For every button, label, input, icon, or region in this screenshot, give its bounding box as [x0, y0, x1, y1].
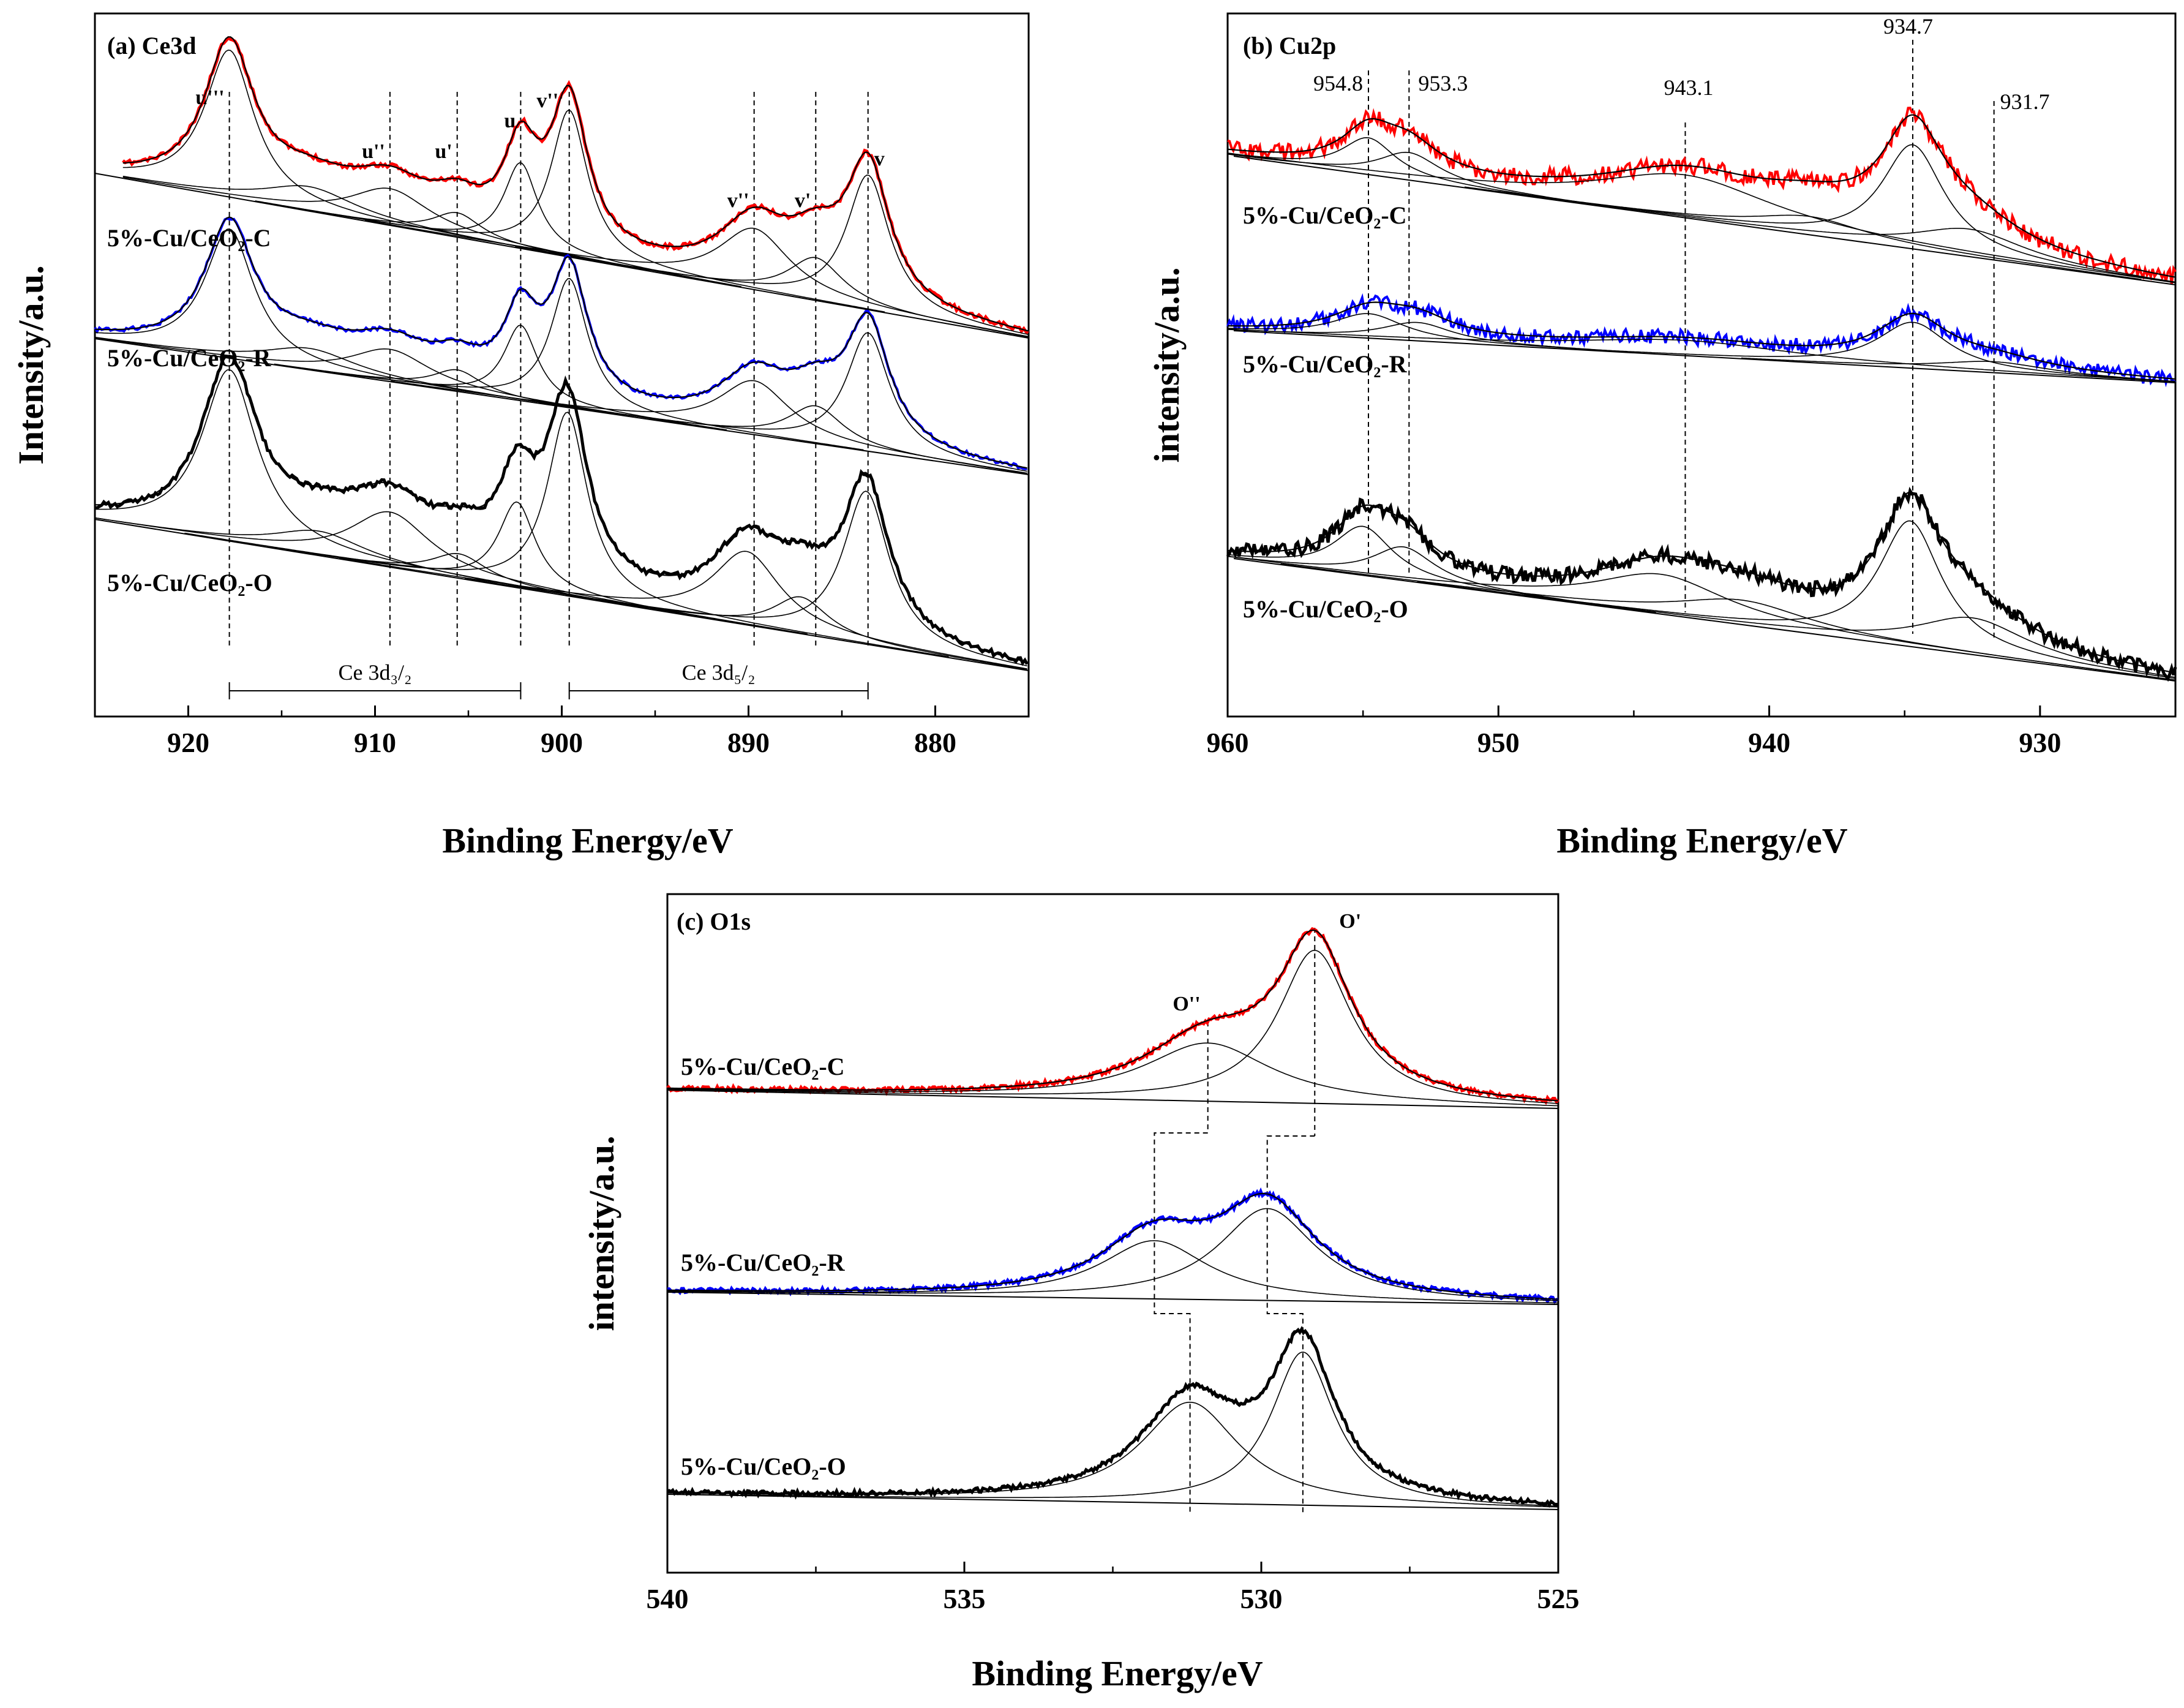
- b-component-c-2: [1227, 152, 2176, 284]
- panel-b-title: (b) Cu2p: [1243, 32, 1336, 59]
- b-component-r-2: [1227, 328, 2176, 382]
- b-peak-label-2: 943.1: [1664, 75, 1713, 100]
- a-component-o-5: [184, 412, 949, 658]
- panel-b-cu2p: 954.8 953.3 943.1 934.7 931.7 960 950 940 930 (…: [1147, 12, 2177, 860]
- b-envelope-c: [1227, 114, 2176, 278]
- panel-a-ce3d: u'''u'' u'uv'''v'' v'vCe 3d₃/₂ Ce 3d₅/₂ 920…: [11, 12, 1030, 860]
- c-component-r-0: [667, 1240, 1559, 1304]
- b-peak-label-0: 954.8: [1313, 71, 1363, 96]
- panel-b-series-label-o: 5%-Cu/CeO₂-O: [1243, 595, 1408, 623]
- c-spectrum-c: [666, 927, 1559, 1105]
- c-x-tick-label-1: 535: [944, 1583, 986, 1614]
- b-baseline-c: [1233, 156, 2176, 285]
- a-baseline-r: [94, 338, 1029, 475]
- panel-a-ylabel: Intensity/a.u.: [11, 265, 51, 465]
- c-x-tick-label-0: 540: [647, 1583, 689, 1614]
- c-envelope-c: [667, 929, 1559, 1102]
- c-envelope-o: [667, 1329, 1559, 1505]
- c-baseline-c: [667, 1089, 1559, 1109]
- panel-b-xlabel: Binding Energy/eV: [1556, 821, 1847, 860]
- panel-c-ylabel: intensity/a.u.: [582, 1135, 621, 1331]
- a-peak-label-5: v'': [727, 189, 749, 212]
- a-x-tick-label-0: 920: [167, 727, 209, 758]
- a-envelope-c: [122, 36, 1029, 332]
- b-baseline-r: [1233, 330, 2176, 383]
- c-baseline-r: [667, 1292, 1559, 1305]
- a-peak-label-2: u': [435, 140, 452, 163]
- a-baseline-o: [94, 519, 1029, 671]
- a-component-c-5: [255, 109, 885, 313]
- b-x-tick-label-2: 940: [1748, 727, 1790, 758]
- panel-a-xlabel: Binding Energy/eV: [442, 821, 733, 860]
- a-component-o-7: [565, 594, 1027, 671]
- a-x-tick-label-2: 900: [541, 727, 583, 758]
- b-component-r-3: [1574, 322, 2176, 382]
- b-peak-label-4: 931.7: [2000, 89, 2050, 114]
- a-component-o-4: [276, 501, 756, 626]
- b-component-o-3: [1280, 563, 2176, 681]
- a-component-o-8: [464, 491, 1027, 667]
- a-component-c-8: [515, 174, 1029, 335]
- c-baseline-o: [667, 1494, 1559, 1510]
- b-x-tick-label-3: 930: [2019, 727, 2061, 758]
- c-x-tick-label-2: 530: [1240, 1583, 1283, 1614]
- b-component-r-4: [1741, 357, 2176, 382]
- c-component-c-0: [667, 1042, 1559, 1107]
- c-component-o-1: [747, 1352, 1559, 1507]
- b-x-tick-label-0: 960: [1207, 727, 1249, 758]
- panel-b-ylabel: intensity/a.u.: [1147, 267, 1187, 462]
- a-baseline-c: [94, 173, 1029, 339]
- a-spectrum-o: [94, 355, 1029, 666]
- panel-c-title: (c) O1s: [677, 908, 751, 935]
- c-guide-op-path: [1266, 1135, 1315, 1513]
- panel-c-series-label-c: 5%-Cu/CeO₂-C: [681, 1053, 845, 1080]
- a-component-r-5: [274, 278, 864, 451]
- b-x-tick-label-1: 950: [1477, 727, 1520, 758]
- c-envelope-r: [667, 1192, 1559, 1300]
- a-peak-label-6: v': [795, 189, 811, 212]
- c-component-c-1: [674, 949, 1559, 1104]
- b-baseline-o: [1233, 558, 2176, 682]
- b-component-c-4: [1464, 144, 2176, 284]
- c-component-r-1: [667, 1208, 1559, 1301]
- a-component-o-6: [339, 551, 1027, 669]
- panel-c-series-label-r: 5%-Cu/CeO₂-R: [681, 1249, 846, 1276]
- b-component-o-5: [1498, 592, 2176, 678]
- panel-c-series-label-o: 5%-Cu/CeO₂-O: [681, 1453, 846, 1480]
- a-x-tick-label-3: 890: [727, 727, 770, 758]
- c-x-tick-label-3: 525: [1537, 1583, 1580, 1614]
- a-x-tick-label-4: 880: [914, 727, 956, 758]
- panel-b-series-label-r: 5%-Cu/CeO₂-R: [1243, 350, 1408, 378]
- panel-a-series-label-r: 5%-Cu/CeO₂-R: [107, 344, 272, 372]
- c-peak-label-1: O': [1339, 910, 1361, 933]
- a-envelope-o: [95, 354, 1027, 663]
- b-peak-label-3: 934.7: [1883, 14, 1933, 39]
- b-spectrum-c: [1227, 107, 2177, 285]
- panel-a-title: (a) Ce3d: [107, 32, 197, 59]
- panel-a-series-label-c: 5%-Cu/CeO₂-C: [107, 224, 271, 252]
- b-envelope-o: [1227, 491, 2176, 674]
- c-guide-opp-path: [1154, 1132, 1208, 1513]
- panel-b-frame: [1226, 12, 2177, 718]
- panel-c-o1s: O''O' 540 535 530 525 (c) O1s 5%-Cu/CeO₂-C …: [582, 893, 1580, 1693]
- b-envelope-r: [1227, 301, 2176, 380]
- b-peak-label-1: 953.3: [1418, 71, 1468, 96]
- a-component-r-8: [538, 332, 1027, 472]
- a-bracket-label-1: Ce 3d₅/₂: [682, 660, 756, 685]
- c-component-o-0: [667, 1401, 1559, 1508]
- a-bracket-label-0: Ce 3d₃/₂: [338, 660, 411, 685]
- panel-a-series-label-o: 5%-Cu/CeO₂-O: [107, 569, 272, 596]
- panel-b-series-label-c: 5%-Cu/CeO₂-C: [1243, 201, 1407, 229]
- a-peak-label-1: u'': [362, 140, 385, 163]
- c-peak-label-0: O'': [1173, 993, 1200, 1015]
- a-x-tick-label-1: 910: [354, 727, 396, 758]
- b-component-c-5: [1561, 200, 2176, 283]
- a-envelope-r: [94, 216, 1027, 469]
- a-peak-label-3: u: [504, 110, 516, 132]
- panel-c-xlabel: Binding Energy/eV: [972, 1653, 1263, 1693]
